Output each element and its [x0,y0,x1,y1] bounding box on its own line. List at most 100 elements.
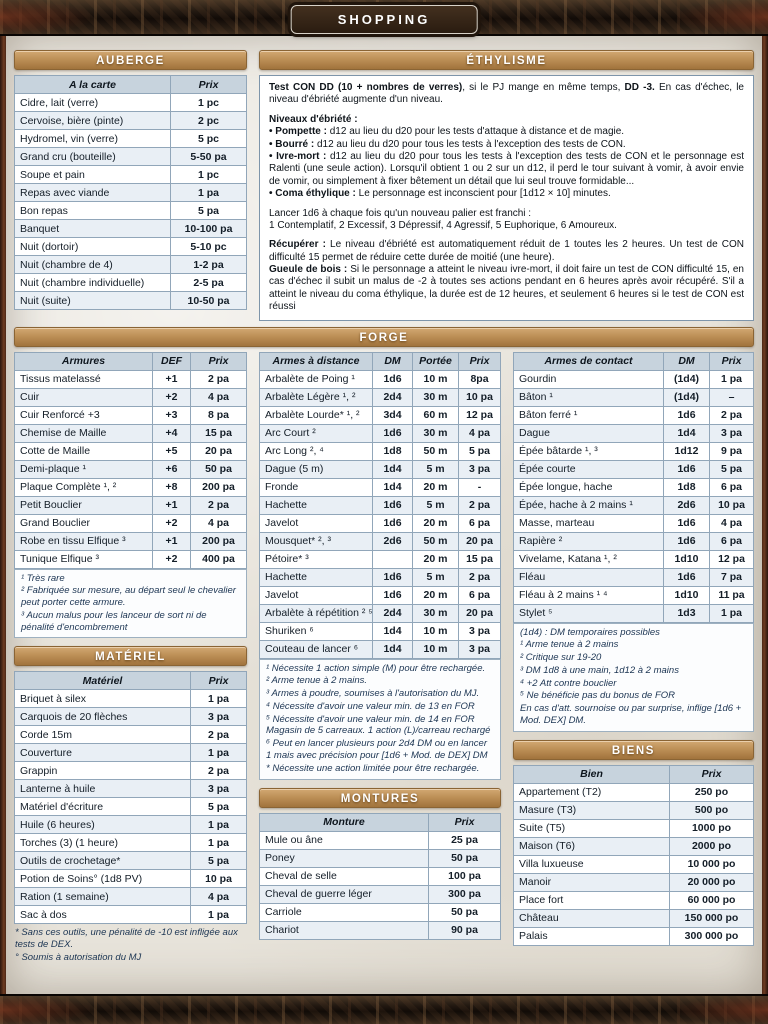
item-name-cell: Cheval de guerre léger [259,884,429,904]
table-row: Gourdin (1d4) 1 pa [513,369,754,389]
value-cell: 2d4 [372,603,413,623]
rules-paragraph: 1 Contemplatif, 2 Excessif, 3 Dépressif,… [269,220,744,232]
table-row: Chariot 90 pa [259,920,501,940]
table-row: Épée, hache à 2 mains ¹ 2d6 10 pa [513,495,754,515]
item-name-cell: Carquois de 20 flèches [14,707,191,727]
table-row: Poney 50 pa [259,848,501,868]
table-row: Vivelame, Katana ¹, ² 1d10 12 pa [513,549,754,569]
value-cell: 1d4 [372,639,413,659]
forge-columns: Armures DEF Prix Tissus matelassé +1 2 pa Cuir… [14,351,754,965]
table-row: Épée courte 1d6 5 pa [513,459,754,479]
footnote-line: ² Arme tenue à 2 mains. [266,675,368,687]
column-header: Bien [513,764,670,784]
table-row: Corde 15m 2 pa [14,725,247,745]
footnote-line: * Nécessite une action limitée pour être… [266,762,480,774]
item-name-cell: Cervoise, bière (pinte) [14,111,171,130]
value-cell: 1d6 [663,513,710,533]
column-header: Prix [458,351,501,371]
value-cell: 3 pa [190,779,247,799]
value-cell: 1 pa [170,183,247,202]
value-cell: 2 pa [709,405,754,425]
value-cell: (1d4) [663,369,710,389]
footnote-line: ¹ Nécessite 1 action simple (M) pour êtr… [266,662,486,674]
column-header: Monture [259,812,429,832]
table-row: Nuit (chambre individuelle) 2-5 pa [14,273,247,292]
column-header: DEF [152,351,191,371]
item-name-cell: Rapière ² [513,531,664,551]
item-name-cell: Épée longue, hache [513,477,664,497]
value-cell: 1d6 [372,585,413,605]
item-name-cell: Dague [513,423,664,443]
table-row: Bâton ferré ¹ 1d6 2 pa [513,405,754,425]
value-cell: 2000 po [669,836,754,856]
item-name-cell: Nuit (dortoir) [14,237,171,256]
auberge-section: AUBERGE A la carte Prix Cidre, lait (verre… [14,50,247,321]
value-cell: 200 pa [190,477,247,497]
ethylisme-section-header: ÉTHYLISME [259,50,754,70]
table-row: Ration (1 semaine) 4 pa [14,887,247,907]
top-border-ornament [0,0,768,36]
value-cell: 1 pa [190,905,247,925]
bottom-border-ornament [0,994,768,1024]
footnote-line: En cas d'att. sournoise ou par surprise,… [520,703,742,726]
item-name-cell: Gourdin [513,369,664,389]
left-edge-texture [0,0,7,1024]
value-cell: 20 m [412,513,459,533]
table-row: Fronde 1d4 20 m- [259,477,501,497]
value-cell: 200 pa [190,531,247,551]
value-cell: 5 pa [190,797,247,817]
value-cell: 2 pa [190,725,247,745]
value-cell: 1d4 [663,423,710,443]
column-header: Prix [428,812,501,832]
table-row: Plaque Complète ¹, ² +8 200 pa [14,477,247,497]
table-row: Arbalète à répétition ² ⁵ * 2d4 30 m 20 pa [259,603,501,623]
value-cell: 5 pa [190,851,247,871]
value-cell: 1d6 [372,423,413,443]
armures-footnotes: ¹ Très rare ² Fabriquée sur mesure, au dé… [14,568,247,639]
item-name-cell: Arbalète Légère ¹, ² [259,387,373,407]
item-name-cell: Hydromel, vin (verre) [14,129,171,148]
ornament-corner-left [0,0,90,34]
item-name-cell: Cuir Renforcé +3 [14,405,153,425]
table-row: Carriole 50 pa [259,902,501,922]
value-cell: 5 pa [170,201,247,220]
value-cell: 20 000 po [669,872,754,892]
table-row: Arbalète Légère ¹, ² 2d4 30 m 10 pa [259,387,501,407]
item-name-cell: Cheval de selle [259,866,429,886]
value-cell: 3 pa [709,423,754,443]
table-row: Cidre, lait (verre) 1 pc [14,93,247,112]
item-name-cell: Grand Bouclier [14,513,153,533]
table-row: Carquois de 20 flèches 3 pa [14,707,247,727]
value-cell: 500 po [669,800,754,820]
item-name-cell: Mousquet* ², ³ [259,531,373,551]
item-name-cell: Place fort [513,890,670,910]
value-cell: 15 pa [458,549,501,569]
item-name-cell: Torches (3) (1 heure) [14,833,191,853]
value-cell: 1d4 [372,459,413,479]
table-row: Lanterne à huile 3 pa [14,779,247,799]
value-cell: 20 pa [458,531,501,551]
item-name-cell: Plaque Complète ¹, ² [14,477,153,497]
item-name-cell: Banquet [14,219,171,238]
column-header: DM [663,351,710,371]
value-cell: 3d4 [372,405,413,425]
value-cell: 1 pa [709,369,754,389]
value-cell: 4 pa [458,423,501,443]
value-cell: 150 000 po [669,908,754,928]
item-name-cell: Épée courte [513,459,664,479]
value-cell: +1 [152,369,191,389]
page-title: SHOPPING [337,12,431,27]
table-row: Mousquet* ², ³ 2d6 50 m 20 pa [259,531,501,551]
table-row: Château 150 000 po [513,908,754,928]
item-name-cell: Hachette [259,567,373,587]
header-row: A la carte Prix [14,75,247,94]
value-cell: 50 pa [428,902,501,922]
item-name-cell: Mule ou âne [259,830,429,850]
footnote-line: ³ Aucun malus pour les lanceur de sort n… [21,609,207,633]
value-cell: 10 pa [190,869,247,889]
value-cell: 15 pa [190,423,247,443]
value-cell: 1d10 [663,585,710,605]
